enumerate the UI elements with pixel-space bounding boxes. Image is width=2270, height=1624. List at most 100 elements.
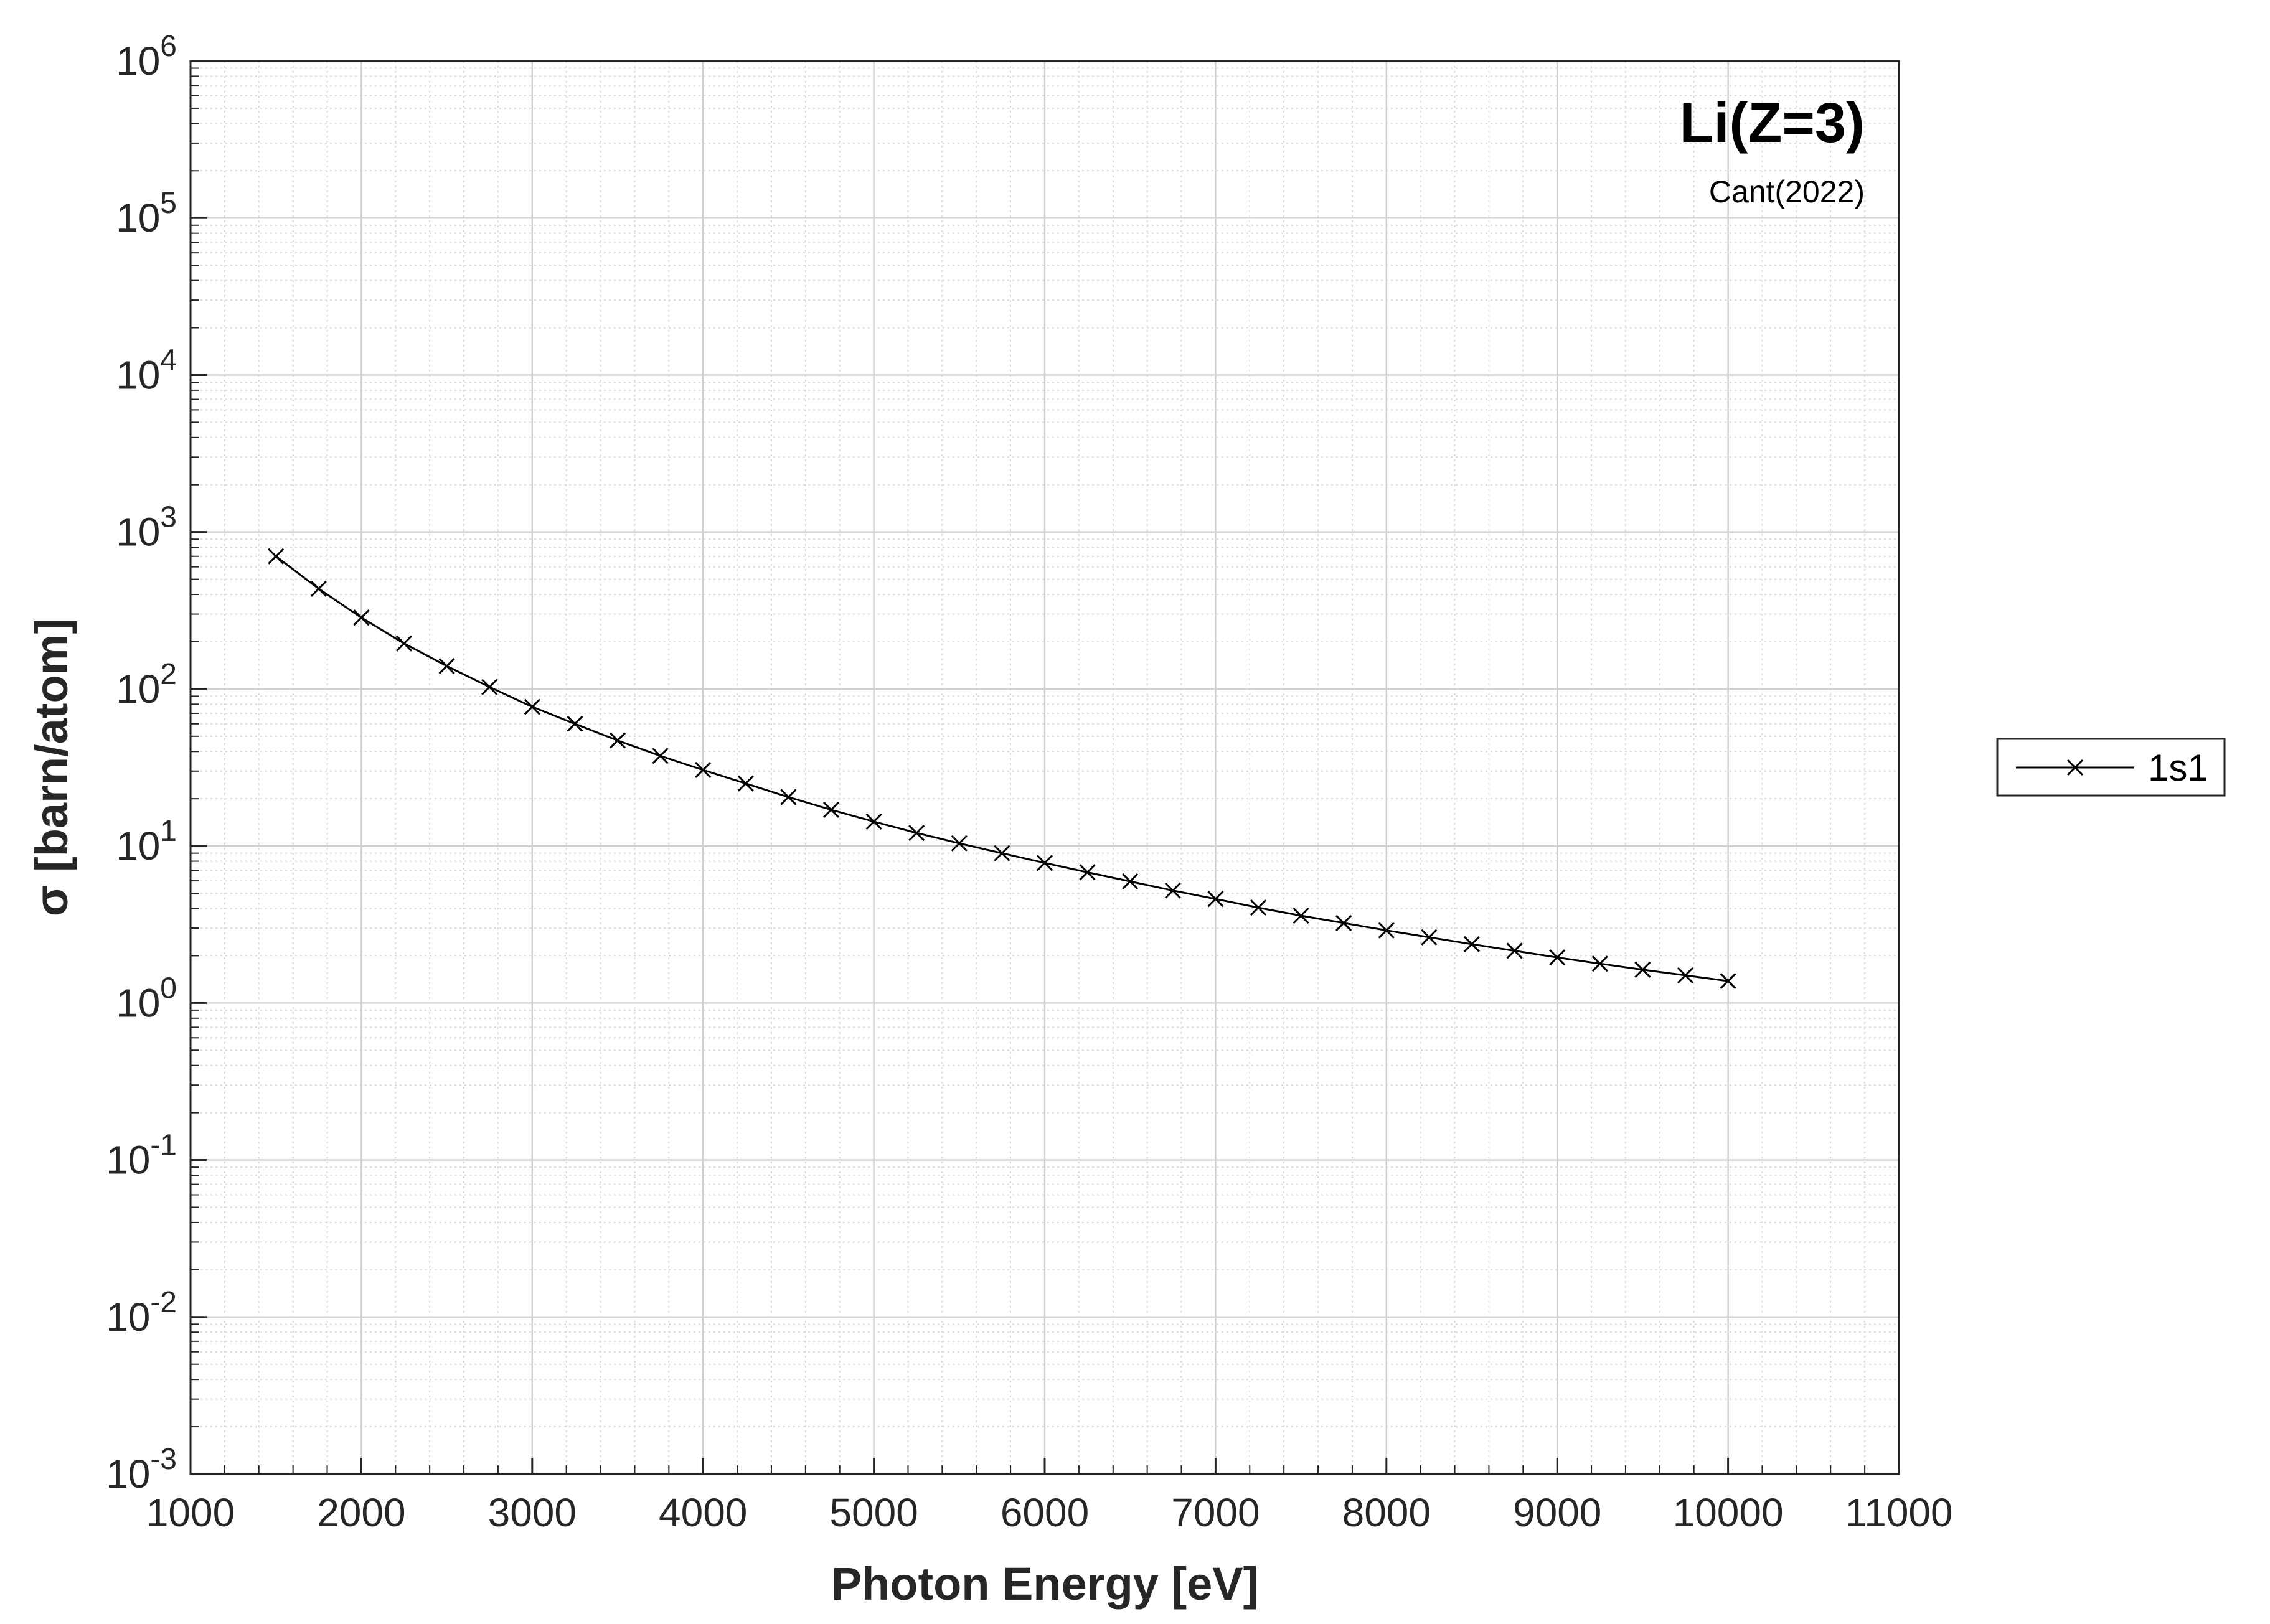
chart-subtitle: Cant(2022) — [1709, 174, 1865, 209]
data-point-x-stroke — [567, 715, 583, 732]
data-point-marker — [1378, 922, 1395, 939]
data-point-x-stroke — [908, 825, 925, 842]
data-point-marker — [1164, 882, 1181, 899]
data-point-x-stroke — [268, 548, 285, 565]
y-axis-title: σ [barn/atom] — [26, 619, 77, 916]
data-point-x-stroke — [1036, 855, 1053, 871]
data-point-marker — [353, 609, 370, 626]
x-tick-label: 5000 — [829, 1490, 918, 1535]
data-point-x-stroke — [1720, 972, 1736, 990]
x-tick-label: 2000 — [317, 1490, 405, 1535]
data-point-x-stroke — [1122, 873, 1139, 890]
data-point-marker — [524, 698, 540, 715]
data-point-marker — [1036, 855, 1053, 871]
y-tick-label: 105 — [116, 187, 177, 240]
data-point-x-stroke — [1293, 907, 1309, 924]
data-point-marker — [567, 715, 583, 732]
data-point-x-stroke — [652, 748, 669, 764]
data-point-x-stroke — [1207, 891, 1224, 908]
y-tick-label: 10-3 — [106, 1443, 177, 1496]
data-point-marker — [865, 813, 882, 830]
data-point-marker — [438, 657, 455, 675]
data-point-marker — [652, 748, 669, 764]
data-point-x-stroke — [1506, 942, 1523, 959]
y-tick-label: 10-2 — [106, 1286, 177, 1340]
data-point-x-stroke — [395, 635, 413, 652]
data-point-x-stroke — [1463, 936, 1481, 952]
data-point-x-stroke — [438, 657, 455, 675]
data-point-x-stroke — [1079, 864, 1096, 881]
y-tick-label: 10-1 — [106, 1129, 177, 1183]
x-tick-label: 6000 — [1001, 1490, 1089, 1535]
x-tick-label: 8000 — [1342, 1490, 1431, 1535]
data-point-x-stroke — [310, 580, 327, 597]
chart-title: Li(Z=3) — [1679, 92, 1865, 154]
y-tick-label: 106 — [116, 30, 177, 83]
x-tick-label: 1000 — [146, 1490, 235, 1535]
data-point-marker — [1506, 942, 1523, 959]
data-point-marker — [1335, 914, 1352, 931]
x-tick-label: 9000 — [1513, 1490, 1601, 1535]
y-tick-label: 102 — [116, 658, 177, 711]
data-point-marker — [1293, 907, 1309, 924]
data-point-x-stroke — [609, 732, 626, 749]
data-point-x-stroke — [481, 678, 498, 695]
data-point-marker — [695, 761, 712, 779]
y-tick-label: 100 — [116, 972, 177, 1025]
data-point-marker — [1591, 955, 1608, 972]
data-point-marker — [1634, 961, 1651, 978]
data-point-marker — [1463, 936, 1481, 952]
legend-marker-x — [2066, 759, 2084, 776]
x-tick-label: 4000 — [659, 1490, 747, 1535]
data-point-x-stroke — [353, 609, 370, 626]
data-point-x-stroke — [695, 761, 712, 779]
data-point-marker — [395, 635, 413, 652]
y-tick-label: 104 — [116, 344, 177, 397]
data-point-marker — [1207, 891, 1224, 908]
data-point-marker — [1122, 873, 1139, 890]
data-point-x-stroke — [994, 845, 1010, 861]
x-tick-label: 11000 — [1845, 1490, 1952, 1535]
legend-marker-stroke-stroke — [2066, 759, 2084, 776]
data-point-marker — [1720, 972, 1736, 990]
data-point-x-stroke — [951, 835, 968, 852]
y-tick-label: 103 — [116, 501, 177, 555]
data-point-marker — [310, 580, 327, 597]
axes: 1000 2000 3000 4000 5000 6000 7000 8000 9000 1000… — [106, 30, 1952, 1535]
data-point-marker — [951, 835, 968, 852]
data-point-marker — [737, 775, 754, 792]
data-point-x-stroke — [780, 789, 797, 805]
x-tick-label: 3000 — [488, 1490, 577, 1535]
data-point-x-stroke — [1250, 899, 1267, 916]
data-point-marker — [908, 825, 925, 842]
data-point-marker — [822, 801, 840, 819]
x-axis-title: Photon Energy [eV] — [831, 1558, 1259, 1610]
data-point-x-stroke — [524, 698, 540, 715]
data-point-x-stroke — [1549, 949, 1566, 966]
data-point-marker — [994, 845, 1010, 861]
data-point-x-stroke — [1378, 922, 1395, 939]
data-point-marker — [481, 678, 498, 695]
series-layer — [268, 548, 1736, 990]
legend-entry-label: 1s1 — [2148, 747, 2208, 789]
data-point-x-stroke — [1591, 955, 1608, 972]
y-tick-label: 101 — [116, 815, 177, 868]
legend[interactable]: 1s1 — [1996, 738, 2226, 797]
data-point-x-stroke — [1335, 914, 1352, 931]
data-point-x-stroke — [737, 775, 754, 792]
data-point-x-stroke — [1164, 882, 1181, 899]
data-point-x-stroke — [865, 813, 882, 830]
data-point-marker — [609, 732, 626, 749]
x-tick-label: 10000 — [1673, 1490, 1784, 1535]
data-point-x-stroke — [822, 801, 840, 819]
x-tick-label: 7000 — [1171, 1490, 1260, 1535]
data-point-marker — [268, 548, 285, 565]
data-point-marker — [780, 789, 797, 805]
data-point-x-stroke — [1677, 967, 1694, 983]
data-point-marker — [1250, 899, 1267, 916]
data-point-x-stroke — [1634, 961, 1651, 978]
labels: Li(Z=3) Cant(2022) Photon Energy [eV] σ … — [26, 92, 1865, 1610]
